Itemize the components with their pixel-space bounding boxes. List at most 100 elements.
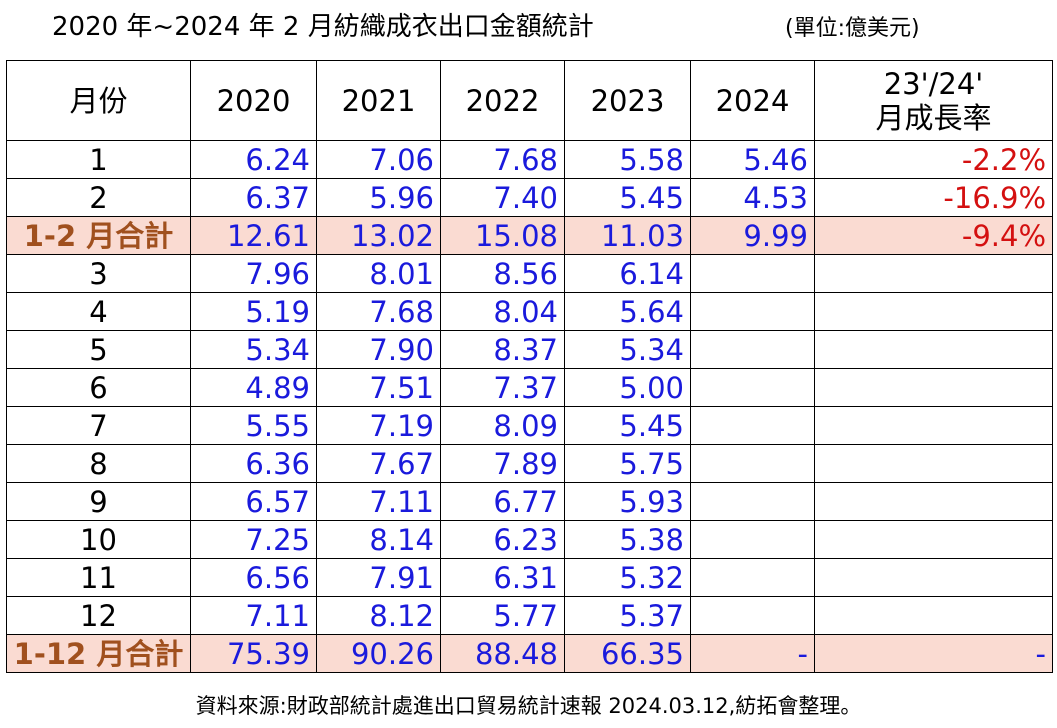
cell: 5.32 bbox=[564, 558, 691, 597]
row-label: 3 bbox=[6, 254, 191, 293]
row-label: 5 bbox=[6, 330, 191, 369]
data-table: 月份 2020 2021 2022 2023 2024 23'/24' 月成長率 1 6.24… bbox=[6, 60, 1053, 673]
table-row: 4 5.19 7.68 8.04 5.64 bbox=[6, 292, 1053, 331]
cell bbox=[814, 254, 1053, 293]
cell bbox=[814, 330, 1053, 369]
column-header: 月份 bbox=[6, 60, 191, 141]
cell: 8.04 bbox=[440, 292, 565, 331]
column-header: 2020 bbox=[190, 60, 317, 141]
cell: 5.46 bbox=[690, 140, 815, 179]
cell bbox=[690, 444, 815, 483]
cell: -9.4% bbox=[814, 216, 1053, 255]
cell: 5.93 bbox=[564, 482, 691, 521]
table-row: 1-2 月合計 12.61 13.02 15.08 11.03 9.99 -9.4% bbox=[6, 216, 1053, 255]
cell: 6.24 bbox=[190, 140, 317, 179]
cell: 7.51 bbox=[316, 368, 441, 407]
cell bbox=[814, 520, 1053, 559]
cell: 7.67 bbox=[316, 444, 441, 483]
table-row: 9 6.57 7.11 6.77 5.93 bbox=[6, 482, 1053, 521]
cell: 8.09 bbox=[440, 406, 565, 445]
cell: 88.48 bbox=[440, 634, 565, 673]
cell bbox=[690, 520, 815, 559]
header-row: 月份 2020 2021 2022 2023 2024 23'/24' 月成長率 bbox=[6, 60, 1053, 141]
cell: 7.11 bbox=[316, 482, 441, 521]
cell: 5.64 bbox=[564, 292, 691, 331]
source-note: 資料來源:財政部統計處進出口貿易統計速報 2024.03.12,紡拓會整理。 bbox=[195, 694, 862, 718]
cell: 6.14 bbox=[564, 254, 691, 293]
cell: 5.75 bbox=[564, 444, 691, 483]
cell: 9.99 bbox=[690, 216, 815, 255]
cell: 5.45 bbox=[564, 406, 691, 445]
cell bbox=[814, 444, 1053, 483]
cell: 6.23 bbox=[440, 520, 565, 559]
cell: 8.56 bbox=[440, 254, 565, 293]
row-label: 10 bbox=[6, 520, 191, 559]
column-header: 2023 bbox=[564, 60, 691, 141]
table-row: 12 7.11 8.12 5.77 5.37 bbox=[6, 596, 1053, 635]
cell: 8.12 bbox=[316, 596, 441, 635]
column-header: 23'/24' 月成長率 bbox=[814, 60, 1053, 141]
cell bbox=[690, 292, 815, 331]
cell: 5.55 bbox=[190, 406, 317, 445]
cell bbox=[690, 596, 815, 635]
row-label: 11 bbox=[6, 558, 191, 597]
cell: 7.25 bbox=[190, 520, 317, 559]
cell: 6.36 bbox=[190, 444, 317, 483]
cell bbox=[814, 368, 1053, 407]
cell: 8.14 bbox=[316, 520, 441, 559]
table-row: 7 5.55 7.19 8.09 5.45 bbox=[6, 406, 1053, 445]
cell: 4.89 bbox=[190, 368, 317, 407]
cell bbox=[690, 254, 815, 293]
cell bbox=[814, 482, 1053, 521]
table-row: 1-12 月合計 75.39 90.26 88.48 66.35- - bbox=[6, 634, 1053, 673]
row-label: 1-2 月合計 bbox=[6, 216, 191, 255]
cell: 7.90 bbox=[316, 330, 441, 369]
column-header: 2022 bbox=[440, 60, 565, 141]
cell bbox=[690, 558, 815, 597]
cell: 7.11 bbox=[190, 596, 317, 635]
cell: 7.06 bbox=[316, 140, 441, 179]
cell: 5.58 bbox=[564, 140, 691, 179]
cell: 90.26 bbox=[316, 634, 441, 673]
table-row: 11 6.56 7.91 6.31 5.32 bbox=[6, 558, 1053, 597]
cell: 7.68 bbox=[316, 292, 441, 331]
cell: 12.61 bbox=[190, 216, 317, 255]
table-row: 10 7.25 8.14 6.23 5.38 bbox=[6, 520, 1053, 559]
cell: 6.56 bbox=[190, 558, 317, 597]
cell: 5.34 bbox=[190, 330, 317, 369]
cell bbox=[814, 406, 1053, 445]
row-label: 4 bbox=[6, 292, 191, 331]
cell bbox=[690, 330, 815, 369]
cell: 5.34 bbox=[564, 330, 691, 369]
cell bbox=[690, 368, 815, 407]
cell: 5.96 bbox=[316, 178, 441, 217]
title: 2020 年~2024 年 2 月紡織成衣出口金額統計 bbox=[52, 12, 594, 42]
cell: 8.37 bbox=[440, 330, 565, 369]
cell: 5.19 bbox=[190, 292, 317, 331]
cell: 66.35 bbox=[564, 634, 691, 673]
row-label: 6 bbox=[6, 368, 191, 407]
cell: 7.68 bbox=[440, 140, 565, 179]
row-label: 7 bbox=[6, 406, 191, 445]
cell: 13.02 bbox=[316, 216, 441, 255]
cell: 6.31 bbox=[440, 558, 565, 597]
cell: -2.2% bbox=[814, 140, 1053, 179]
cell: 6.57 bbox=[190, 482, 317, 521]
cell bbox=[814, 558, 1053, 597]
cell: 8.01 bbox=[316, 254, 441, 293]
cell: 5.38 bbox=[564, 520, 691, 559]
cell: 4.53 bbox=[690, 178, 815, 217]
cell: 11.03 bbox=[564, 216, 691, 255]
cell: 7.96 bbox=[190, 254, 317, 293]
cell: 7.19 bbox=[316, 406, 441, 445]
table-row: 2 6.37 5.96 7.40 5.45 4.53 -16.9% bbox=[6, 178, 1053, 217]
row-label: 1 bbox=[6, 140, 191, 179]
cell bbox=[814, 596, 1053, 635]
row-label: 8 bbox=[6, 444, 191, 483]
cell: 7.89 bbox=[440, 444, 565, 483]
cell: 6.77 bbox=[440, 482, 565, 521]
cell: - bbox=[690, 634, 815, 673]
cell bbox=[690, 406, 815, 445]
cell bbox=[814, 292, 1053, 331]
